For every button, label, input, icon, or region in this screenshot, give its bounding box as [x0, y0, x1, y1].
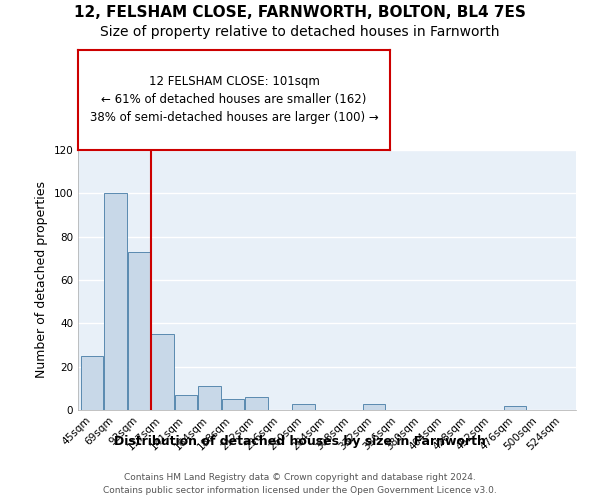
- Text: 12, FELSHAM CLOSE, FARNWORTH, BOLTON, BL4 7ES: 12, FELSHAM CLOSE, FARNWORTH, BOLTON, BL…: [74, 5, 526, 20]
- Text: Distribution of detached houses by size in Farnworth: Distribution of detached houses by size …: [114, 435, 486, 448]
- Text: Contains public sector information licensed under the Open Government Licence v3: Contains public sector information licen…: [103, 486, 497, 495]
- Bar: [175, 395, 197, 410]
- Bar: [128, 252, 150, 410]
- Bar: [151, 334, 174, 410]
- Text: Contains HM Land Registry data © Crown copyright and database right 2024.: Contains HM Land Registry data © Crown c…: [124, 472, 476, 482]
- Bar: [104, 194, 127, 410]
- Y-axis label: Number of detached properties: Number of detached properties: [35, 182, 48, 378]
- Bar: [292, 404, 314, 410]
- Text: Size of property relative to detached houses in Farnworth: Size of property relative to detached ho…: [100, 25, 500, 39]
- Bar: [245, 397, 268, 410]
- Bar: [81, 356, 103, 410]
- Bar: [363, 404, 385, 410]
- Bar: [504, 406, 526, 410]
- Text: 12 FELSHAM CLOSE: 101sqm
← 61% of detached houses are smaller (162)
38% of semi-: 12 FELSHAM CLOSE: 101sqm ← 61% of detach…: [89, 76, 379, 124]
- Bar: [199, 386, 221, 410]
- Bar: [222, 399, 244, 410]
